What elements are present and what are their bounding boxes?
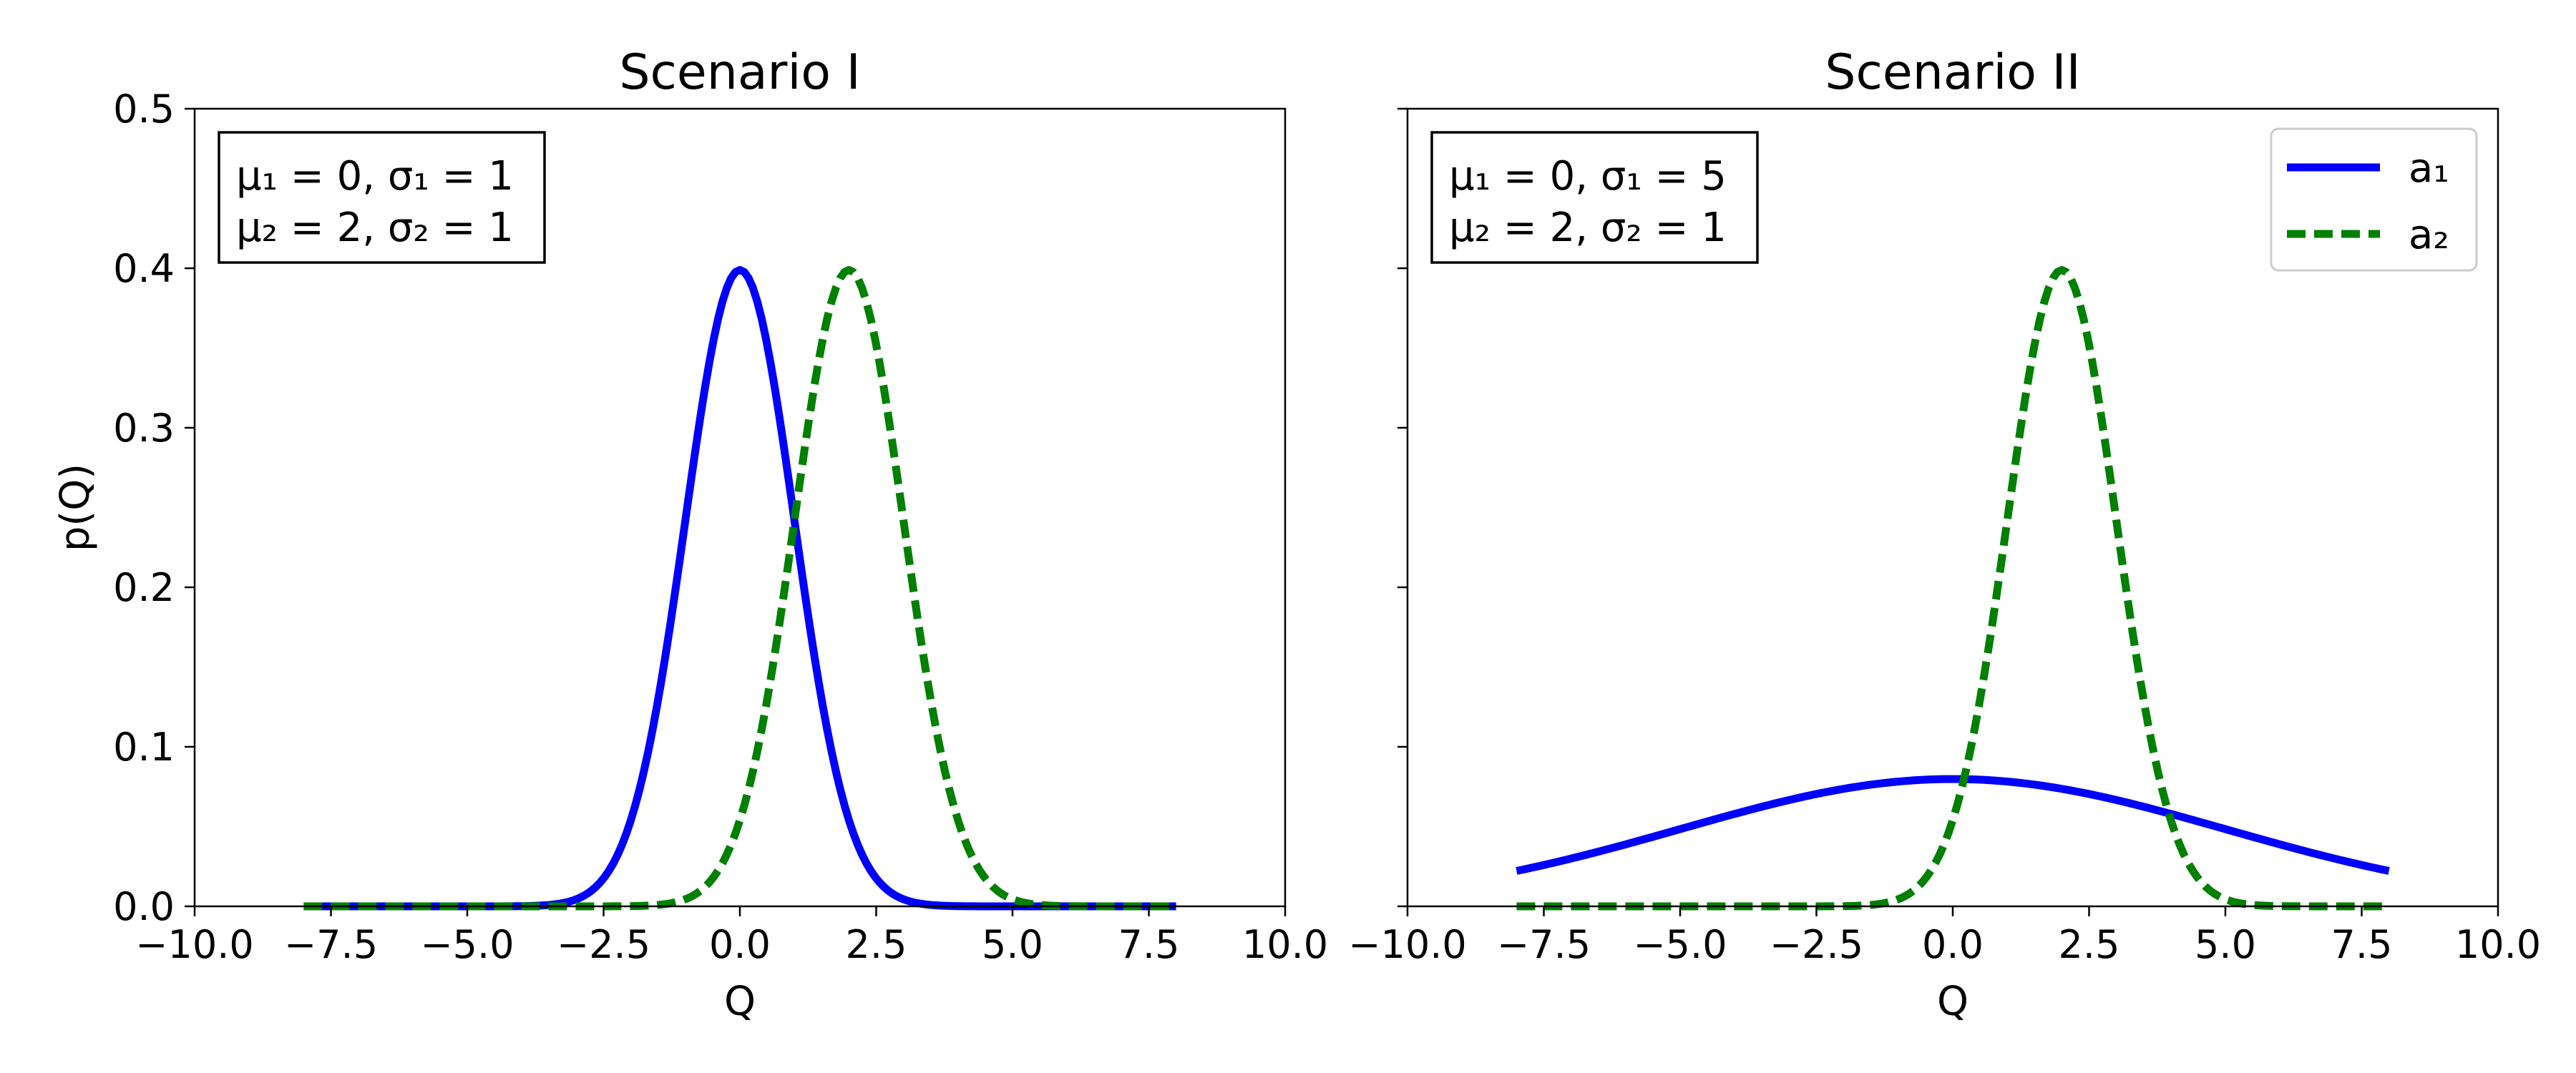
y-tick-label: 0.2 [113, 565, 175, 610]
y-axis-label: p(Q) [52, 464, 99, 552]
series-line-1 [1516, 775, 2390, 875]
x-tick-label: −5.0 [420, 922, 514, 967]
x-tick-label: 0.0 [1922, 922, 1984, 967]
x-axis-label: Q [1937, 979, 1968, 1025]
x-tick-label: 7.5 [2331, 922, 2393, 967]
panel-2: −10.0 −7.5 −5.0 −2.5 0.0 2.5 5.0 7.5 10.0 Scenari… [1348, 44, 2541, 1025]
x-tick-label: 2.5 [846, 922, 907, 967]
x-tick-label: −10.0 [1348, 922, 1466, 967]
x-tick-label: −2.5 [557, 922, 650, 967]
x-tick-label: 10.0 [1242, 922, 1328, 967]
y-tick-label: 0.4 [113, 246, 175, 291]
panel-1: −10.0 −7.5 −5.0 −2.5 0.0 2.5 5.0 7.5 10.0 0.0 0.1 0… [52, 44, 1328, 1025]
y-tick-label: 0.0 [113, 884, 175, 929]
parameter-box [218, 131, 546, 264]
x-tick-label: −10.0 [135, 922, 253, 967]
legend-label: a₁ [2409, 145, 2449, 192]
x-tick-label: 5.0 [982, 922, 1043, 967]
x-tick-label: 7.5 [1118, 922, 1180, 967]
parameter-text: μ₁ = 0, σ₁ = 5 [1449, 153, 1727, 200]
parameter-text: μ₂ = 2, σ₂ = 1 [236, 205, 514, 251]
parameter-box [1430, 131, 1759, 264]
x-tick-label: 10.0 [2455, 922, 2541, 967]
series-line-2 [1516, 265, 2389, 911]
x-tick-label: −5.0 [1633, 922, 1727, 967]
x-tick-label: 2.5 [2059, 922, 2120, 967]
x-tick-label: −7.5 [1497, 922, 1591, 967]
parameter-text: μ₂ = 2, σ₂ = 1 [1449, 205, 1727, 251]
y-tick-label: 0.3 [113, 406, 175, 451]
x-tick-label: −7.5 [284, 922, 378, 967]
x-axis-label: Q [724, 979, 756, 1025]
x-tick-label: 5.0 [2195, 922, 2256, 967]
chart-title: Scenario II [1825, 44, 2080, 101]
y-tick-label: 0.5 [113, 87, 175, 132]
series-line-2 [303, 265, 1176, 911]
parameter-text: μ₁ = 0, σ₁ = 1 [236, 153, 514, 200]
y-tick-label: 0.1 [113, 725, 175, 770]
chart-title: Scenario I [619, 44, 860, 101]
legend-label: a₂ [2409, 212, 2449, 258]
x-tick-label: 0.0 [709, 922, 771, 967]
x-tick-label: −2.5 [1770, 922, 1863, 967]
